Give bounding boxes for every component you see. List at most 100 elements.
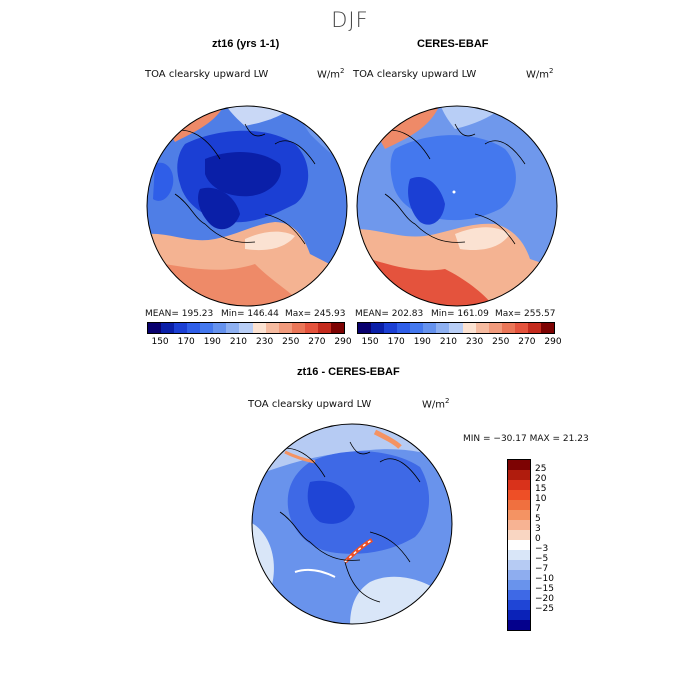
colorbar-tick-label: 190: [203, 337, 221, 347]
colorbar-tick-label: 10: [535, 494, 547, 504]
colorbar-swatch: [501, 323, 515, 333]
colorbar-swatch: [317, 323, 331, 333]
warm-anomaly-north: [373, 429, 402, 449]
panel-2-min: Min= 161.09: [431, 309, 489, 319]
colorbar-tick-label: 290: [334, 337, 352, 347]
cold-region-greenland: [307, 480, 355, 524]
cold-region-greenland: [198, 187, 240, 230]
difference-minmax: MIN = −30.17 MAX = 21.23: [463, 434, 589, 444]
panel-1-polar-map: [146, 105, 348, 307]
colorbar-tick-label: −25: [535, 604, 554, 614]
colorbar-swatch: [508, 540, 530, 550]
colorbar-swatch: [278, 323, 292, 333]
panel-1-title: zt16 (yrs 1-1): [212, 38, 280, 50]
colorbar-swatch: [508, 550, 530, 560]
coastlines: [269, 441, 421, 603]
coastlines: [374, 123, 526, 245]
colorbar-swatch: [265, 323, 279, 333]
cold-region-arctic: [287, 451, 430, 554]
colorbar-swatch: [213, 323, 227, 333]
colorbar-swatch: [508, 580, 530, 590]
difference-units: W/m2: [422, 397, 450, 411]
difference-variable: TOA clearsky upward LW: [248, 399, 372, 410]
neutral-region-europe: [455, 227, 510, 251]
coldest-region-arctic: [205, 152, 281, 197]
coastlines: [164, 123, 316, 245]
colorbar-tick-label: 210: [439, 337, 458, 347]
colorbar-tick-label: 290: [544, 337, 562, 347]
colorbar-tick-label: 190: [413, 337, 431, 347]
panel-1-min: Min= 146.44: [221, 309, 279, 319]
colorbar-swatch: [475, 323, 489, 333]
colorbar-tick-label: 170: [177, 337, 195, 347]
colorbar-swatch: [508, 600, 530, 610]
colorbar-tick-label: −5: [535, 554, 549, 564]
colorbar-tick-label: 230: [466, 337, 484, 347]
colorbar-tick-label: 7: [535, 504, 541, 514]
panel-2-max: Max= 255.57: [495, 309, 556, 319]
colorbar-swatch: [508, 490, 530, 500]
difference-polar-map: [251, 423, 453, 625]
colorbar-tick-label: 270: [518, 337, 536, 347]
colorbar-swatch: [148, 323, 162, 333]
neutral-region-europe: [245, 231, 295, 251]
colorbar-tick-label: 210: [229, 337, 248, 347]
panel-2-variable: TOA clearsky upward LW: [353, 69, 477, 80]
colorbar-swatch: [161, 323, 175, 333]
colorbar-swatch: [397, 323, 411, 333]
cold-region-arctic: [390, 135, 516, 221]
colorbar-swatch: [358, 323, 372, 333]
colorbar-swatch: [384, 323, 398, 333]
colorbar-tick-label: −3: [535, 544, 549, 554]
colorbar-swatch: [330, 323, 344, 333]
colorbar-tick-label: −20: [535, 594, 554, 604]
colorbar-swatch: [508, 530, 530, 540]
colorbar-swatch: [436, 323, 450, 333]
colorbar-tick-label: 20: [535, 474, 547, 484]
colorbar-swatch: [514, 323, 528, 333]
colorbar-swatch: [226, 323, 240, 333]
colorbar-swatch: [410, 323, 424, 333]
pole-marker: [452, 190, 456, 194]
colorbar-swatch: [187, 323, 201, 333]
colorbar-swatch: [508, 570, 530, 580]
panel-2-title: CERES-EBAF: [417, 38, 489, 50]
colorbar-swatch: [508, 460, 530, 470]
colorbar-tick-label: 270: [308, 337, 326, 347]
panel-2-units: W/m2: [526, 67, 554, 81]
neutral-anomaly-atlantic: [294, 568, 336, 578]
panel-1-mean: MEAN= 195.23: [145, 309, 214, 319]
colorbar-swatch: [252, 323, 266, 333]
panel-1-variable: TOA clearsky upward LW: [145, 69, 269, 80]
colorbar-tick-label: 250: [492, 337, 510, 347]
colorbar-tick-label: 0: [535, 534, 541, 544]
panel-2-polar-map: [356, 105, 558, 307]
colorbar-swatch: [488, 323, 502, 333]
colorbar-tick-label: 5: [535, 514, 541, 524]
colorbar-tick-label: 15: [535, 484, 547, 494]
colorbar-swatch: [304, 323, 318, 333]
colorbar-swatch: [462, 323, 476, 333]
colorbar-swatch: [508, 470, 530, 480]
colorbar-tick-label: 250: [282, 337, 300, 347]
cold-region-greenland: [408, 176, 445, 225]
colorbar-swatch: [291, 323, 305, 333]
colorbar-swatch: [508, 620, 530, 630]
colorbar-swatch: [449, 323, 463, 333]
panel-1-max: Max= 245.93: [285, 309, 346, 319]
panel-1-units: W/m2: [317, 67, 345, 81]
colorbar-swatch: [508, 480, 530, 490]
warm-anomaly-northwest: [284, 450, 316, 464]
panel-2-mean: MEAN= 202.83: [355, 309, 424, 319]
difference-colorbar: [507, 459, 531, 631]
colorbar-tick-label: 150: [151, 337, 169, 347]
colorbar-tick-label: 170: [387, 337, 405, 347]
colorbar-tick-label: 25: [535, 464, 547, 474]
colorbar-swatch: [174, 323, 188, 333]
colorbar-swatch: [508, 520, 530, 530]
colorbar-tick-label: −10: [535, 574, 554, 584]
colorbar-swatch: [423, 323, 437, 333]
panel-2-colorbar: [357, 322, 555, 334]
colorbar-swatch: [508, 510, 530, 520]
colorbar-tick-label: −7: [535, 564, 549, 574]
